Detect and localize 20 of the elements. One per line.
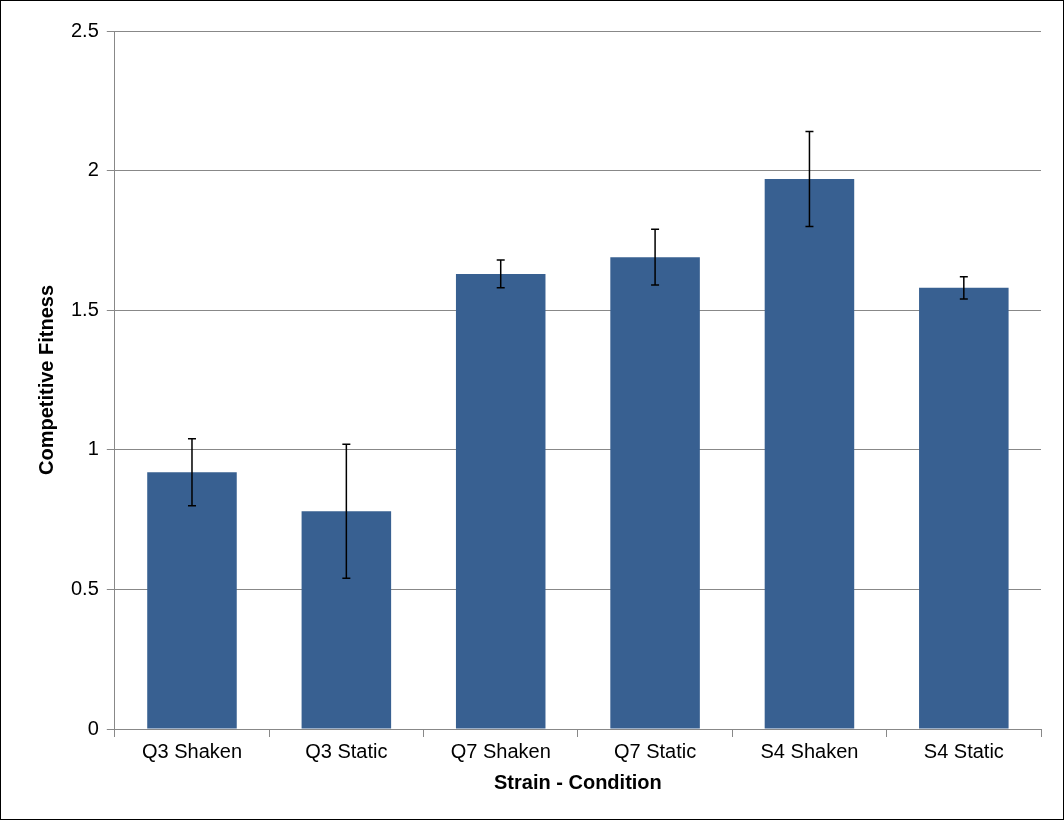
- y-tick-label: 2.5: [70, 18, 99, 41]
- x-tick-label: S4 Shaken: [760, 739, 859, 762]
- y-tick-label: 1.5: [70, 297, 99, 320]
- y-tick-label: 0.5: [70, 576, 99, 599]
- y-tick-label: 2: [87, 158, 99, 181]
- bar: [764, 178, 855, 729]
- y-tick-label: 1: [87, 437, 99, 460]
- x-tick-label: Q3 Static: [305, 739, 388, 762]
- bar: [919, 287, 1009, 729]
- x-tick-label: Q3 Shaken: [141, 739, 243, 762]
- bar: [301, 511, 392, 729]
- x-tick-label: S4 Static: [923, 739, 1004, 762]
- bar: [455, 273, 546, 729]
- x-tick-label: Q7 Static: [613, 739, 697, 762]
- x-axis-title: Strain - Condition: [494, 770, 662, 793]
- x-tick-label: Q7 Shaken: [450, 739, 551, 762]
- bar: [147, 472, 237, 729]
- y-tick-label: 0: [87, 716, 99, 739]
- bar: [610, 257, 700, 729]
- y-axis-title: Competitive Fitness: [34, 284, 57, 476]
